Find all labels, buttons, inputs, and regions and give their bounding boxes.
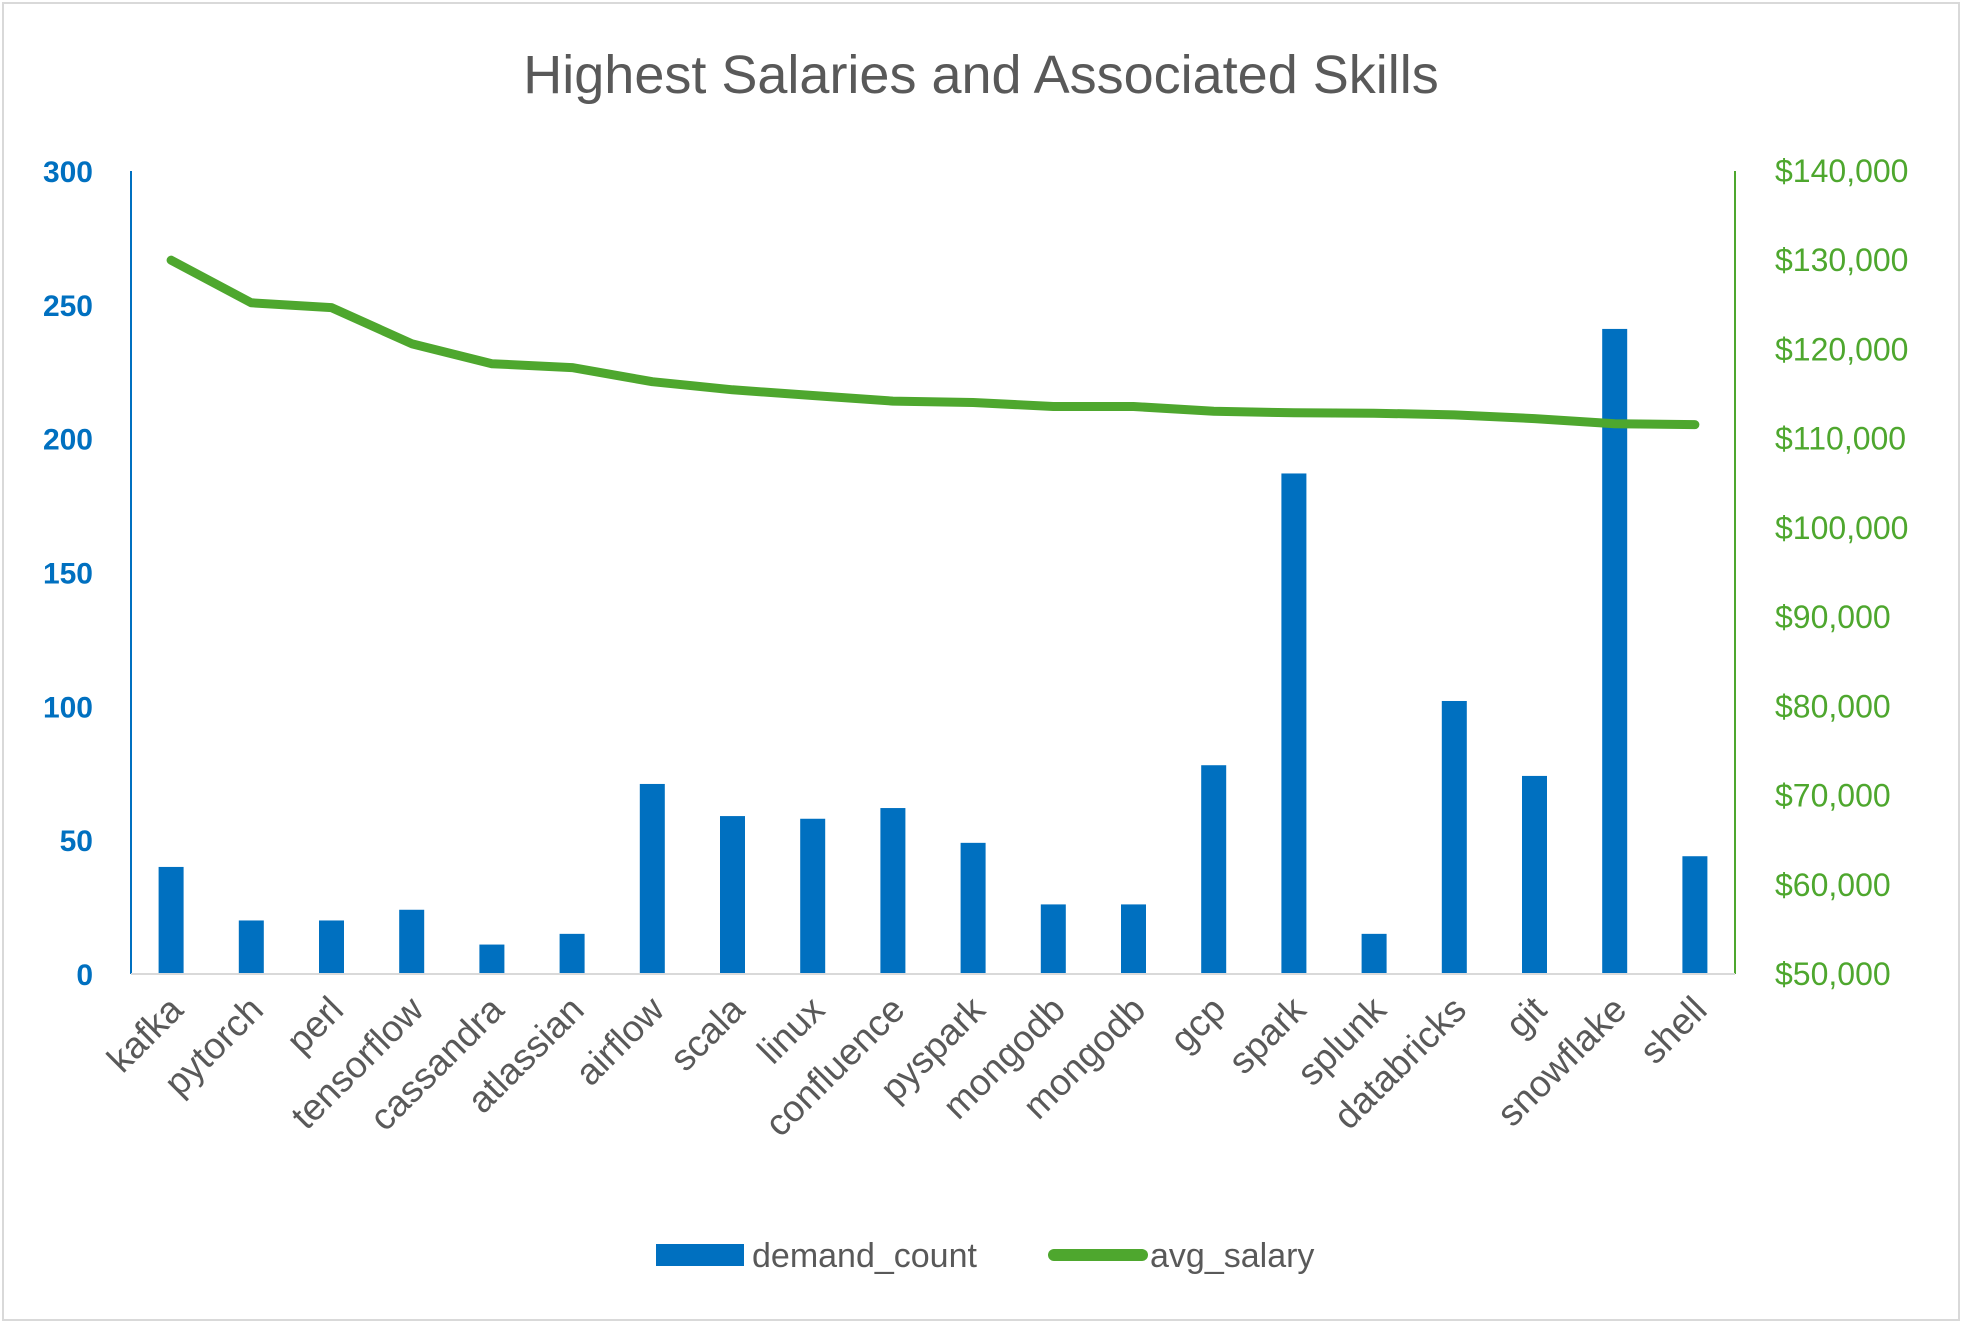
- chart-title: Highest Salaries and Associated Skills: [523, 45, 1438, 105]
- right-tick-label: $80,000: [1775, 688, 1891, 724]
- right-tick-label: $50,000: [1775, 956, 1891, 992]
- left-tick-label: 150: [43, 558, 93, 591]
- left-tick-label: 300: [43, 156, 93, 189]
- category-label: scala: [662, 988, 752, 1078]
- bar-demand-count: [960, 842, 986, 974]
- legend-label-avg-salary: avg_salary: [1150, 1237, 1314, 1275]
- bar-demand-count: [1361, 933, 1387, 974]
- bar-demand-count: [1522, 775, 1547, 974]
- legend-label-demand-count: demand_count: [752, 1237, 978, 1275]
- bar-demand-count: [559, 933, 585, 974]
- avg-salary-line-layer: [166, 255, 1700, 430]
- category-label: git: [1498, 988, 1555, 1045]
- bar-demand-count: [1682, 856, 1708, 974]
- left-tick-label: 200: [43, 424, 93, 457]
- left-value-axis: 0 50 100 150 200 250 300: [43, 156, 132, 992]
- right-value-axis: $50,000 $60,000 $70,000 $80,000 $90,000 $100,…: [1734, 153, 1908, 992]
- bar-demand-count: [1040, 904, 1066, 974]
- category-label: shell: [1632, 989, 1715, 1072]
- bar-demand-count: [479, 944, 505, 974]
- category-label: airflow: [567, 988, 672, 1093]
- bar-demand-count: [720, 816, 745, 974]
- bar-demand-count: [1602, 328, 1628, 974]
- right-tick-label: $140,000: [1775, 153, 1908, 189]
- left-tick-label: 100: [43, 691, 93, 724]
- demand-count-bars: [158, 328, 1708, 974]
- bar-demand-count: [1121, 904, 1146, 974]
- right-tick-label: $70,000: [1775, 778, 1891, 814]
- right-tick-label: $60,000: [1775, 867, 1891, 903]
- bar-demand-count: [399, 909, 425, 974]
- right-tick-label: $100,000: [1775, 510, 1908, 546]
- bar-demand-count: [1201, 765, 1227, 974]
- bar-demand-count: [238, 920, 264, 974]
- right-tick-label: $130,000: [1775, 242, 1908, 278]
- bar-demand-count: [880, 808, 906, 974]
- legend-swatch-demand-count: [656, 1244, 744, 1266]
- right-tick-label: $120,000: [1775, 331, 1908, 367]
- bar-demand-count: [319, 920, 344, 974]
- legend: demand_count avg_salary: [656, 1237, 1314, 1275]
- left-tick-label: 50: [60, 825, 93, 858]
- bar-demand-count: [158, 866, 184, 974]
- right-tick-label: $90,000: [1775, 599, 1891, 635]
- left-tick-label: 0: [76, 959, 93, 992]
- bar-demand-count: [639, 783, 665, 974]
- bar-demand-count: [1441, 700, 1467, 974]
- left-tick-label: 250: [43, 290, 93, 323]
- right-tick-label: $110,000: [1775, 421, 1906, 457]
- bar-demand-count: [1281, 473, 1307, 974]
- avg-salary-line: [166, 255, 1700, 430]
- bar-demand-count: [800, 818, 826, 974]
